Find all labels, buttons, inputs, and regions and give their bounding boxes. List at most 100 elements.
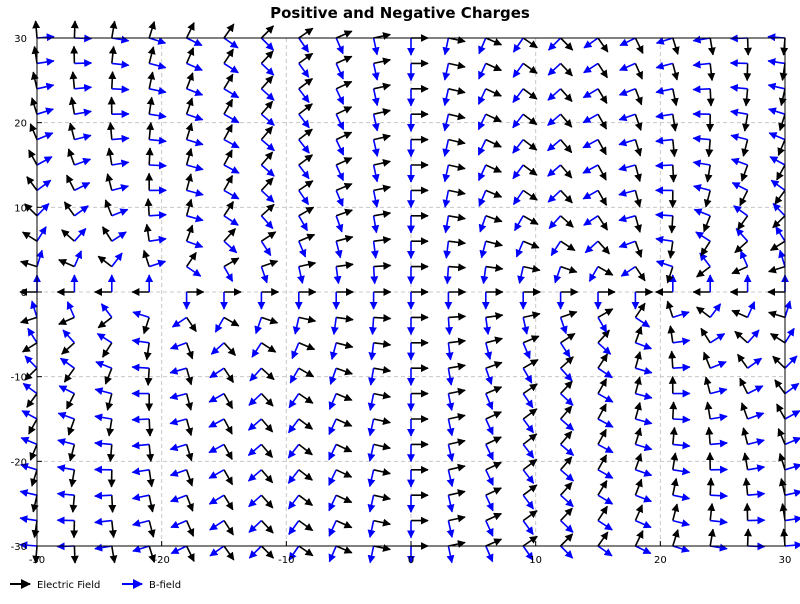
- electric-field-arrow: [261, 343, 275, 352]
- electric-field-arrow: [224, 495, 233, 510]
- electric-field-arrow: [778, 429, 785, 445]
- b-field-arrow: [548, 63, 560, 75]
- b-field-arrow: [657, 38, 673, 43]
- electric-field-arrow: [561, 140, 572, 153]
- electric-field-arrow: [336, 132, 351, 139]
- b-field-arrow: [583, 89, 598, 98]
- b-field-arrow: [548, 89, 561, 100]
- b-field-arrow: [290, 368, 299, 383]
- b-field-arrow: [785, 518, 800, 520]
- b-field-arrow: [249, 546, 261, 558]
- electric-field-arrow: [732, 267, 748, 274]
- electric-field-arrow: [486, 267, 503, 269]
- b-field-arrow: [523, 343, 530, 359]
- b-field-arrow: [224, 190, 239, 198]
- b-field-arrow: [133, 546, 149, 551]
- electric-field-arrow: [598, 140, 606, 155]
- b-field-arrow: [329, 521, 336, 536]
- electric-field-arrow: [224, 368, 233, 382]
- b-field-arrow: [329, 495, 336, 510]
- b-field-arrow: [598, 521, 612, 530]
- b-field-arrow: [58, 413, 74, 419]
- electric-field-arrow: [561, 241, 575, 250]
- electric-field-arrow: [598, 216, 607, 230]
- electric-field-arrow: [144, 317, 149, 333]
- electric-field-arrow: [448, 89, 465, 93]
- b-field-arrow: [561, 495, 574, 506]
- electric-field-arrow: [673, 504, 677, 520]
- electric-field-arrow: [773, 216, 785, 228]
- b-field-arrow: [619, 190, 635, 194]
- b-field-arrow: [112, 63, 129, 65]
- electric-field-arrow: [635, 267, 645, 281]
- b-field-arrow: [598, 394, 613, 402]
- b-field-arrow: [710, 495, 727, 496]
- b-field-arrow: [710, 416, 727, 419]
- electric-field-arrow: [299, 343, 315, 350]
- electric-field-arrow: [149, 47, 153, 63]
- electric-field-arrow: [374, 368, 391, 371]
- b-field-arrow: [548, 190, 560, 202]
- electric-field-arrow: [74, 21, 75, 38]
- b-field-arrow: [261, 267, 267, 283]
- electric-field-arrow: [740, 190, 748, 205]
- b-field-arrow: [329, 419, 336, 434]
- electric-field-arrow: [62, 230, 75, 241]
- electric-field-arrow: [635, 428, 640, 444]
- b-field-arrow: [95, 495, 112, 496]
- electric-field-arrow: [299, 129, 312, 139]
- b-field-arrow: [149, 165, 166, 166]
- b-field-arrow: [261, 241, 270, 255]
- electric-field-arrow: [112, 47, 114, 64]
- b-field-arrow: [210, 521, 224, 530]
- electric-field-arrow: [67, 175, 75, 190]
- electric-field-arrow: [336, 158, 351, 165]
- electric-field-arrow: [299, 207, 314, 216]
- b-field-arrow: [598, 343, 611, 354]
- electric-field-arrow: [374, 85, 391, 89]
- electric-field-arrow: [374, 394, 391, 397]
- electric-field-arrow: [336, 210, 352, 216]
- b-field-arrow: [374, 89, 378, 106]
- electric-field-arrow: [673, 38, 678, 54]
- electric-field-arrow: [149, 470, 152, 487]
- b-field-arrow: [224, 38, 238, 48]
- electric-field-arrow: [23, 232, 37, 241]
- electric-field-arrow: [336, 521, 351, 528]
- b-field-arrow: [211, 343, 224, 354]
- electric-field-arrow: [30, 444, 37, 460]
- b-field-arrow: [133, 312, 149, 317]
- electric-field-arrow: [670, 241, 672, 258]
- b-field-arrow: [187, 165, 203, 170]
- b-field-arrow: [74, 135, 90, 139]
- b-field-arrow: [584, 38, 598, 48]
- b-field-arrow: [224, 63, 238, 72]
- electric-field-arrow: [299, 235, 315, 242]
- electric-field-arrow: [769, 267, 785, 272]
- b-field-arrow: [28, 328, 37, 342]
- b-field-arrow: [486, 521, 493, 536]
- electric-field-arrow: [635, 165, 640, 181]
- b-field-arrow: [445, 165, 449, 182]
- electric-field-arrow: [149, 419, 150, 436]
- b-field-arrow: [635, 368, 651, 373]
- electric-field-arrow: [299, 495, 313, 505]
- electric-field-arrow: [486, 165, 501, 172]
- b-field-arrow: [215, 317, 224, 332]
- b-field-arrow: [780, 250, 785, 266]
- electric-field-arrow: [261, 261, 277, 267]
- electric-field-arrow: [635, 479, 641, 495]
- electric-field-arrow: [448, 441, 465, 445]
- b-field-arrow: [261, 165, 274, 176]
- electric-field-arrow: [72, 470, 75, 487]
- b-field-arrow: [656, 114, 673, 117]
- legend-electric-field-label: Electric Field: [37, 580, 100, 591]
- electric-field-arrow: [112, 72, 113, 89]
- electric-field-arrow: [261, 444, 272, 457]
- electric-field-arrow: [224, 74, 233, 89]
- electric-field-arrow: [486, 241, 502, 245]
- electric-field-arrow: [336, 56, 351, 63]
- electric-field-arrow: [299, 79, 313, 89]
- b-field-arrow: [635, 343, 651, 349]
- electric-field-arrow: [108, 394, 112, 410]
